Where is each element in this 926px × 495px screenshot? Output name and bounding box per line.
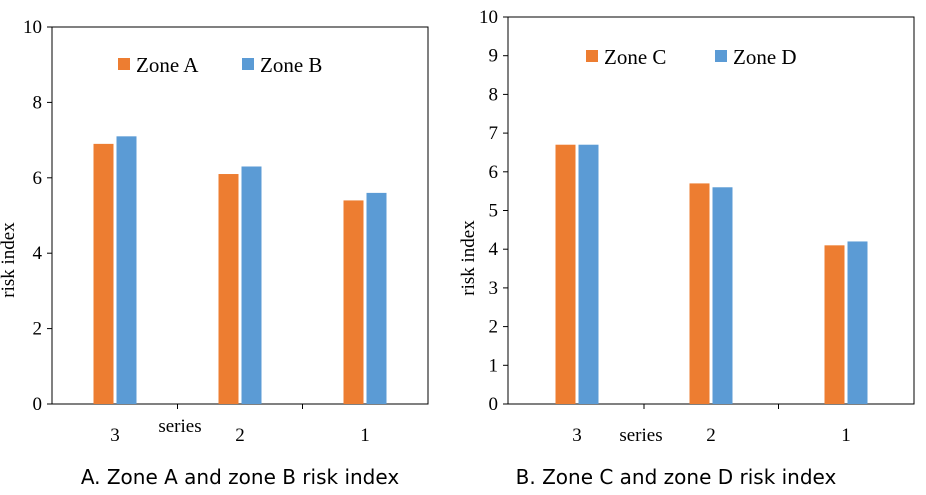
- plot-frame: [51, 26, 429, 405]
- legend-swatch: [118, 58, 130, 70]
- legend-label: Zone A: [136, 53, 199, 77]
- y-tick-label: 10: [479, 7, 498, 28]
- bar-zone-d-2: [712, 187, 733, 404]
- y-tick-label: 9: [489, 46, 499, 67]
- y-tick-label: 10: [23, 17, 42, 38]
- y-tick-label: 6: [489, 162, 499, 183]
- bar-zone-b-2: [241, 166, 262, 404]
- bar-zone-d-1: [847, 241, 868, 404]
- legend-swatch: [242, 58, 254, 70]
- chart-a: 0 2 4 6 8 10 3 2 1 series risk index Zone A Zone B A.…: [0, 17, 429, 489]
- bar-zone-b-3: [116, 136, 137, 404]
- x-tick-label: 1: [841, 425, 851, 446]
- y-tick-label: 0: [489, 394, 499, 415]
- bar-zone-a-3: [93, 143, 114, 404]
- y-tick-label: 1: [489, 355, 499, 376]
- bar-zone-b-1: [366, 192, 387, 404]
- bar-zone-c-3: [555, 144, 576, 404]
- y-tick-label: 2: [33, 319, 43, 340]
- legend-label: Zone B: [260, 53, 322, 77]
- x-tick-label: 3: [572, 425, 582, 446]
- legend-label: Zone D: [733, 45, 797, 69]
- chart-caption: A. Zone A and zone B risk index: [81, 465, 400, 489]
- y-tick-label: 0: [33, 394, 43, 415]
- y-axis-label: risk index: [458, 220, 479, 296]
- legend-swatch: [586, 50, 598, 62]
- y-tick-label: 4: [489, 239, 499, 260]
- y-tick-label: 6: [33, 168, 43, 189]
- bar-zone-a-2: [218, 174, 239, 404]
- x-axis-label: series: [619, 425, 662, 446]
- chart-caption: B. Zone C and zone D risk index: [516, 465, 837, 489]
- legend-label: Zone C: [604, 45, 666, 69]
- chart-b: 0 1 2 3 4 5 6 7 8 9 10 3 2 1 series risk index Zone C Zon…: [458, 7, 915, 489]
- x-tick-label: 1: [360, 425, 370, 446]
- y-tick-label: 3: [489, 278, 499, 299]
- x-axis-label: series: [158, 416, 201, 437]
- y-tick-label: 7: [489, 123, 499, 144]
- x-tick-label: 2: [235, 425, 245, 446]
- bar-zone-a-1: [343, 200, 364, 404]
- x-tick-label: 2: [706, 425, 716, 446]
- y-tick-label: 8: [489, 84, 499, 105]
- y-tick-label: 8: [33, 92, 43, 113]
- y-axis-label: risk index: [0, 222, 19, 298]
- bar-zone-d-3: [578, 144, 599, 404]
- bar-zone-c-1: [824, 245, 845, 404]
- y-tick-label: 5: [489, 201, 499, 222]
- legend-swatch: [715, 50, 727, 62]
- x-tick-label: 3: [110, 425, 120, 446]
- bar-zone-c-2: [689, 183, 710, 404]
- y-tick-label: 2: [489, 317, 499, 338]
- y-tick-label: 4: [33, 243, 43, 264]
